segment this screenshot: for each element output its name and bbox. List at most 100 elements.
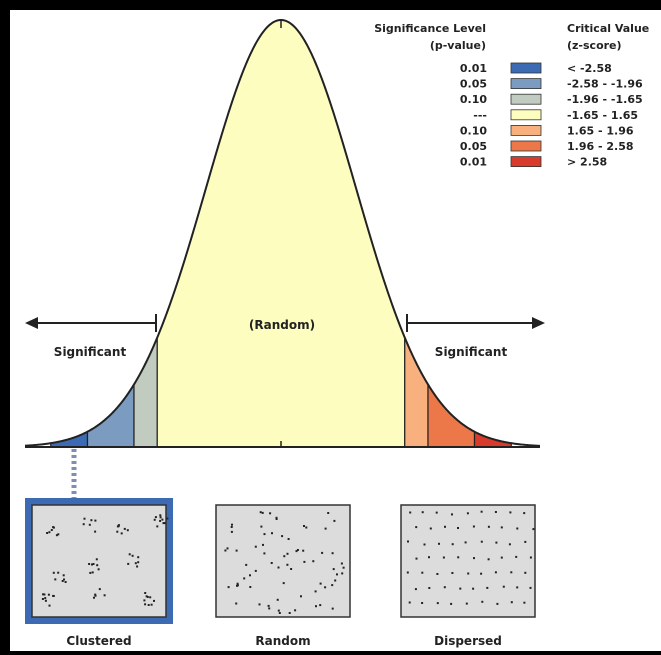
random-point: [331, 584, 334, 587]
random-point: [290, 568, 293, 570]
clustered-label: Clustered: [66, 634, 131, 648]
random-point: [294, 609, 297, 612]
clustered-point: [153, 599, 155, 602]
random-point: [315, 605, 317, 608]
dispersed-point: [523, 512, 526, 515]
random-point: [277, 566, 280, 569]
random-point: [281, 535, 284, 538]
random-point: [275, 518, 278, 520]
clustered-point: [63, 578, 65, 581]
random-point: [312, 560, 315, 563]
dispersed-point: [510, 601, 513, 604]
clustered-point: [96, 564, 99, 567]
clustered-point: [92, 563, 95, 565]
bell-curve: [24, 18, 541, 447]
dispersed-point: [516, 527, 519, 530]
pattern-panel-random: [215, 504, 351, 618]
clustered-point: [90, 519, 93, 522]
random-point: [334, 579, 337, 582]
dispersed-point: [451, 572, 454, 574]
random-point: [227, 586, 230, 589]
random-label: (Random): [249, 318, 315, 332]
random-point: [277, 609, 280, 612]
dispersed-point: [414, 588, 417, 591]
clustered-point: [41, 598, 44, 600]
random-point: [270, 562, 273, 564]
clustered-point: [88, 523, 91, 526]
clustered-point: [44, 599, 47, 602]
dispersed-point: [428, 587, 431, 589]
dispersed-point: [529, 586, 532, 589]
legend-p-value: 0.05: [460, 78, 487, 91]
random-point: [283, 555, 286, 558]
clustered-point: [48, 604, 51, 607]
dispersed-point: [415, 557, 418, 560]
dispersed-point: [442, 556, 445, 559]
clustered-point: [48, 531, 51, 534]
z-score-header: (z-score): [567, 39, 622, 52]
clustered-point: [46, 532, 49, 534]
clustered-point: [159, 519, 162, 522]
random-point: [340, 562, 343, 565]
left-significant-label: Significant: [54, 345, 127, 359]
dispersed-point: [415, 526, 418, 529]
clustered-point: [123, 527, 126, 530]
dispersed-point: [464, 541, 467, 544]
clustered-point: [166, 517, 169, 520]
dispersed-point: [494, 511, 497, 513]
clustered-point: [146, 596, 149, 598]
clustered-point: [161, 518, 164, 521]
dispersed-point: [523, 601, 526, 604]
legend-swatch: [510, 140, 542, 152]
dispersed-label: Dispersed: [434, 634, 502, 648]
random-point: [259, 511, 262, 514]
clustered-point: [144, 592, 147, 594]
clustered-point: [103, 594, 106, 597]
clustered-point: [144, 603, 147, 606]
dispersed-point: [443, 586, 446, 589]
legend-row: 0.10 -1.96 - -1.65: [460, 93, 643, 106]
clustered-point: [137, 556, 140, 559]
dispersed-point: [516, 586, 519, 589]
clustered-point: [116, 530, 119, 533]
dispersed-point: [428, 556, 430, 559]
clustered-point: [127, 562, 130, 565]
dispersed-point: [472, 525, 475, 528]
pattern-panel-clustered: [25, 498, 173, 624]
random-point: [235, 549, 238, 552]
random-point: [321, 551, 324, 554]
random-point: [336, 573, 338, 576]
dispersed-point: [423, 543, 426, 546]
legend-z-score: > 2.58: [567, 156, 607, 169]
random-point: [327, 512, 330, 514]
dispersed-point: [480, 572, 483, 575]
random-point: [254, 545, 257, 548]
legend-row: 0.05 -2.58 - -1.96: [460, 78, 643, 91]
clustered-point: [128, 553, 131, 556]
dispersed-point: [457, 556, 460, 559]
dispersed-point: [429, 527, 432, 530]
random-point: [331, 552, 334, 555]
random-point: [278, 612, 281, 614]
clustered-point: [162, 522, 165, 525]
random-point: [302, 549, 305, 552]
legend-swatch: [510, 78, 542, 89]
clustered-point: [61, 580, 64, 582]
dispersed-point: [495, 541, 498, 544]
clustered-point: [136, 565, 139, 568]
random-point: [342, 566, 345, 569]
clustered-point: [93, 596, 95, 599]
random-point: [226, 547, 229, 550]
dispersed-point: [436, 602, 439, 605]
dispersed-point: [467, 572, 470, 575]
dispersed-point: [438, 542, 440, 545]
random-point: [271, 532, 273, 535]
random-point: [341, 572, 344, 575]
critical-value-header: Critical Value: [567, 22, 649, 35]
clustered-point: [57, 571, 60, 574]
random-point: [303, 525, 305, 527]
legend-z-score: < -2.58: [567, 62, 612, 75]
clustered-point: [137, 561, 140, 564]
random-point: [324, 586, 327, 589]
